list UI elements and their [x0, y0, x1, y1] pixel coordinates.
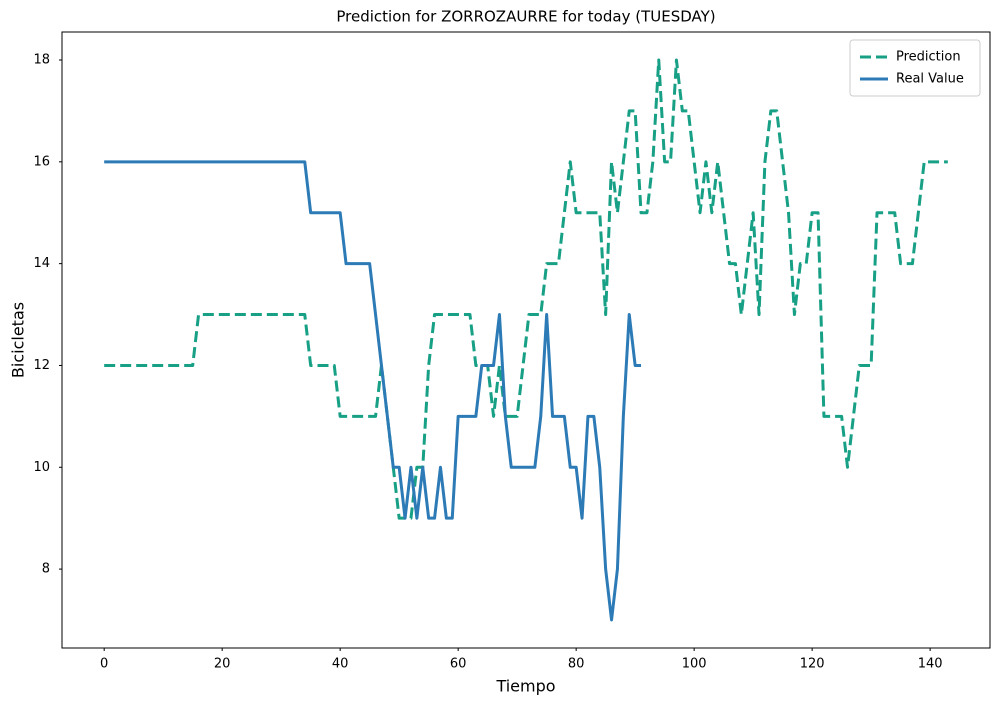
y-tick-label: 14 [33, 256, 50, 271]
series-line [104, 160, 642, 622]
x-axis-label: Tiempo [495, 677, 555, 696]
legend-label: Real Value [896, 72, 964, 87]
axes-frame [61, 31, 991, 649]
x-tick-label: 60 [450, 657, 467, 672]
x-tick-label: 120 [800, 657, 825, 672]
chart-title: Prediction for ZORROZAURRE for today (TU… [336, 8, 715, 26]
y-tick-label: 18 [33, 53, 50, 68]
x-tick-label: 20 [214, 657, 231, 672]
legend-box [849, 39, 981, 97]
y-tick-label: 12 [33, 358, 50, 373]
x-tick-label: 80 [568, 657, 585, 672]
x-tick-label: 40 [332, 657, 349, 672]
y-tick-label: 16 [33, 154, 50, 169]
y-tick-label: 10 [33, 460, 50, 475]
y-tick-label: 8 [42, 562, 50, 577]
x-tick-label: 100 [682, 657, 707, 672]
x-tick-label: 140 [918, 657, 943, 672]
series-line [104, 58, 948, 520]
legend-label: Prediction [896, 50, 961, 65]
y-axis-label: Bicicletas [9, 302, 28, 378]
x-tick-label: 0 [100, 657, 108, 672]
